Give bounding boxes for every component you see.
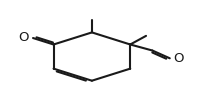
Text: O: O [19, 31, 29, 44]
Text: O: O [174, 52, 184, 65]
